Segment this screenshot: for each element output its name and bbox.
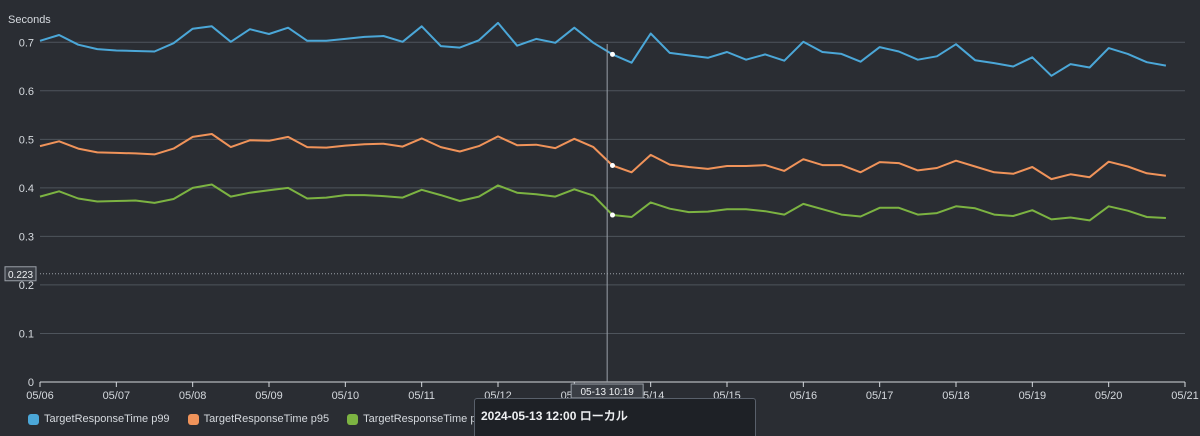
x-tick-label: 05/09	[255, 390, 283, 402]
legend-item-p99[interactable]: TargetResponseTime p99	[28, 413, 170, 425]
legend-item-p95[interactable]: TargetResponseTime p95	[187, 413, 330, 425]
legend-label-p95: TargetResponseTime p95	[203, 413, 330, 425]
x-tick-label: 05/17	[866, 390, 894, 402]
x-tick-label: 05/08	[179, 390, 207, 402]
y-axis-label: Seconds	[8, 14, 51, 26]
hover-tooltip: 2024-05-13 12:00 ローカル	[474, 398, 756, 436]
hover-point-p90	[610, 212, 615, 218]
x-tick-label: 05/06	[26, 390, 54, 402]
hover-point-p99	[610, 51, 615, 57]
series-line-p90	[39, 183, 1166, 222]
legend-label-p99: TargetResponseTime p99	[44, 413, 170, 425]
x-tick-label: 05/21	[1171, 390, 1199, 402]
legend-swatch-p90	[347, 413, 359, 425]
legend-item-p90[interactable]: TargetResponseTime p90	[347, 413, 489, 425]
y-tick-label: 0.2	[19, 280, 34, 292]
threshold-badge	[4, 266, 37, 282]
x-tick-label: 05/11	[408, 390, 435, 402]
x-tick-label: 05/16	[790, 390, 818, 402]
x-tick-label: 05/18	[942, 390, 970, 402]
threshold-label: 0.223	[8, 270, 33, 281]
series-line-p99	[39, 21, 1167, 77]
y-tick-label: 0.3	[19, 231, 34, 243]
y-tick-label: 0.4	[19, 183, 34, 195]
x-tick-label: 05/07	[103, 390, 131, 402]
y-tick-label: 0.5	[19, 134, 34, 146]
y-tick-label: 0	[28, 377, 34, 389]
y-tick-label: 0.7	[19, 37, 34, 49]
x-tick-label: 05/10	[332, 390, 360, 402]
cursor-label: 05-13 10:19	[580, 387, 634, 398]
legend-swatch-p99	[28, 413, 39, 425]
hover-point-p95	[610, 163, 615, 169]
legend-swatch-p95	[187, 413, 199, 425]
legend: TargetResponseTime p99 TargetResponseTim…	[28, 413, 489, 425]
series-line-p95	[39, 133, 1167, 181]
y-tick-label: 0.1	[19, 328, 34, 340]
y-tick-label: 0.6	[19, 86, 34, 98]
legend-label-p90: TargetResponseTime p90	[363, 413, 489, 425]
tooltip-title: 2024-05-13 12:00 ローカル	[481, 409, 628, 423]
x-tick-label: 05/19	[1019, 390, 1047, 402]
x-tick-label: 05/20	[1095, 390, 1123, 402]
